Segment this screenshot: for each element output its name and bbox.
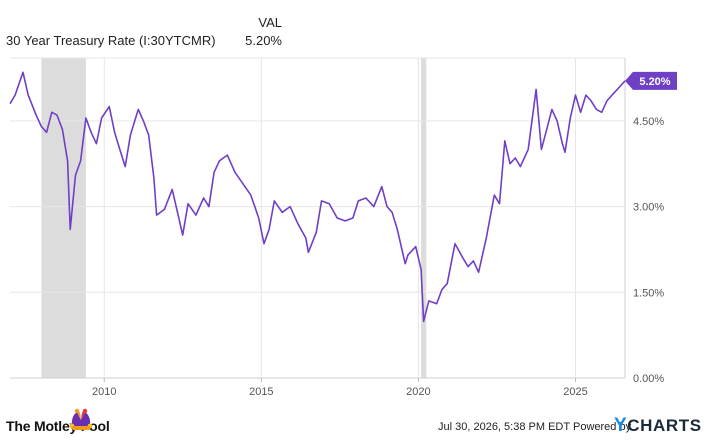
legend-series-name[interactable]: 30 Year Treasury Rate (I:30YTCMR) — [6, 33, 216, 48]
y-tick-label-3: 4.50% — [633, 116, 664, 128]
jester-hat-icon — [69, 408, 93, 430]
x-tick-label-3: 2025 — [563, 386, 587, 398]
motley-fool-logo-text[interactable]: The Motley Fool — [6, 418, 110, 434]
series-layer — [9, 71, 626, 323]
y-tick-label-2: 3.00% — [633, 202, 664, 214]
legend-column-header: VAL — [258, 15, 282, 30]
x-tick-label-2: 2020 — [406, 386, 430, 398]
recession-band-1 — [421, 58, 427, 378]
last-value-badge: 5.20% — [625, 71, 677, 90]
x-tick-label-0: 2010 — [92, 386, 116, 398]
last-value-badge-shape — [625, 71, 677, 90]
x-axis-ticks: 2010 2015 2020 2025 — [92, 378, 588, 398]
series-line-0 — [9, 71, 626, 323]
y-tick-label-1: 1.50% — [633, 287, 664, 299]
x-tick-label-1: 2015 — [249, 386, 273, 398]
ycharts-logo-text: CHARTS — [627, 416, 702, 435]
ycharts-logo[interactable]: YCHARTS — [614, 415, 702, 437]
recession-band-0 — [41, 58, 86, 378]
ycharts-y-mark-icon: Y — [614, 415, 628, 436]
legend-series-value: 5.20% — [245, 33, 282, 48]
last-value-badge-label: 5.20% — [639, 76, 670, 88]
chart-timestamp: Jul 30, 2026, 5:38 PM EDT — [438, 421, 571, 433]
grid-lines — [10, 57, 626, 379]
y-tick-label-0: 0.00% — [633, 373, 664, 385]
recession-bands — [41, 58, 427, 378]
y-axis-ticks: 0.00% 1.50% 3.00% 4.50% — [633, 116, 664, 385]
powered-by-label: Powered by — [573, 421, 632, 433]
